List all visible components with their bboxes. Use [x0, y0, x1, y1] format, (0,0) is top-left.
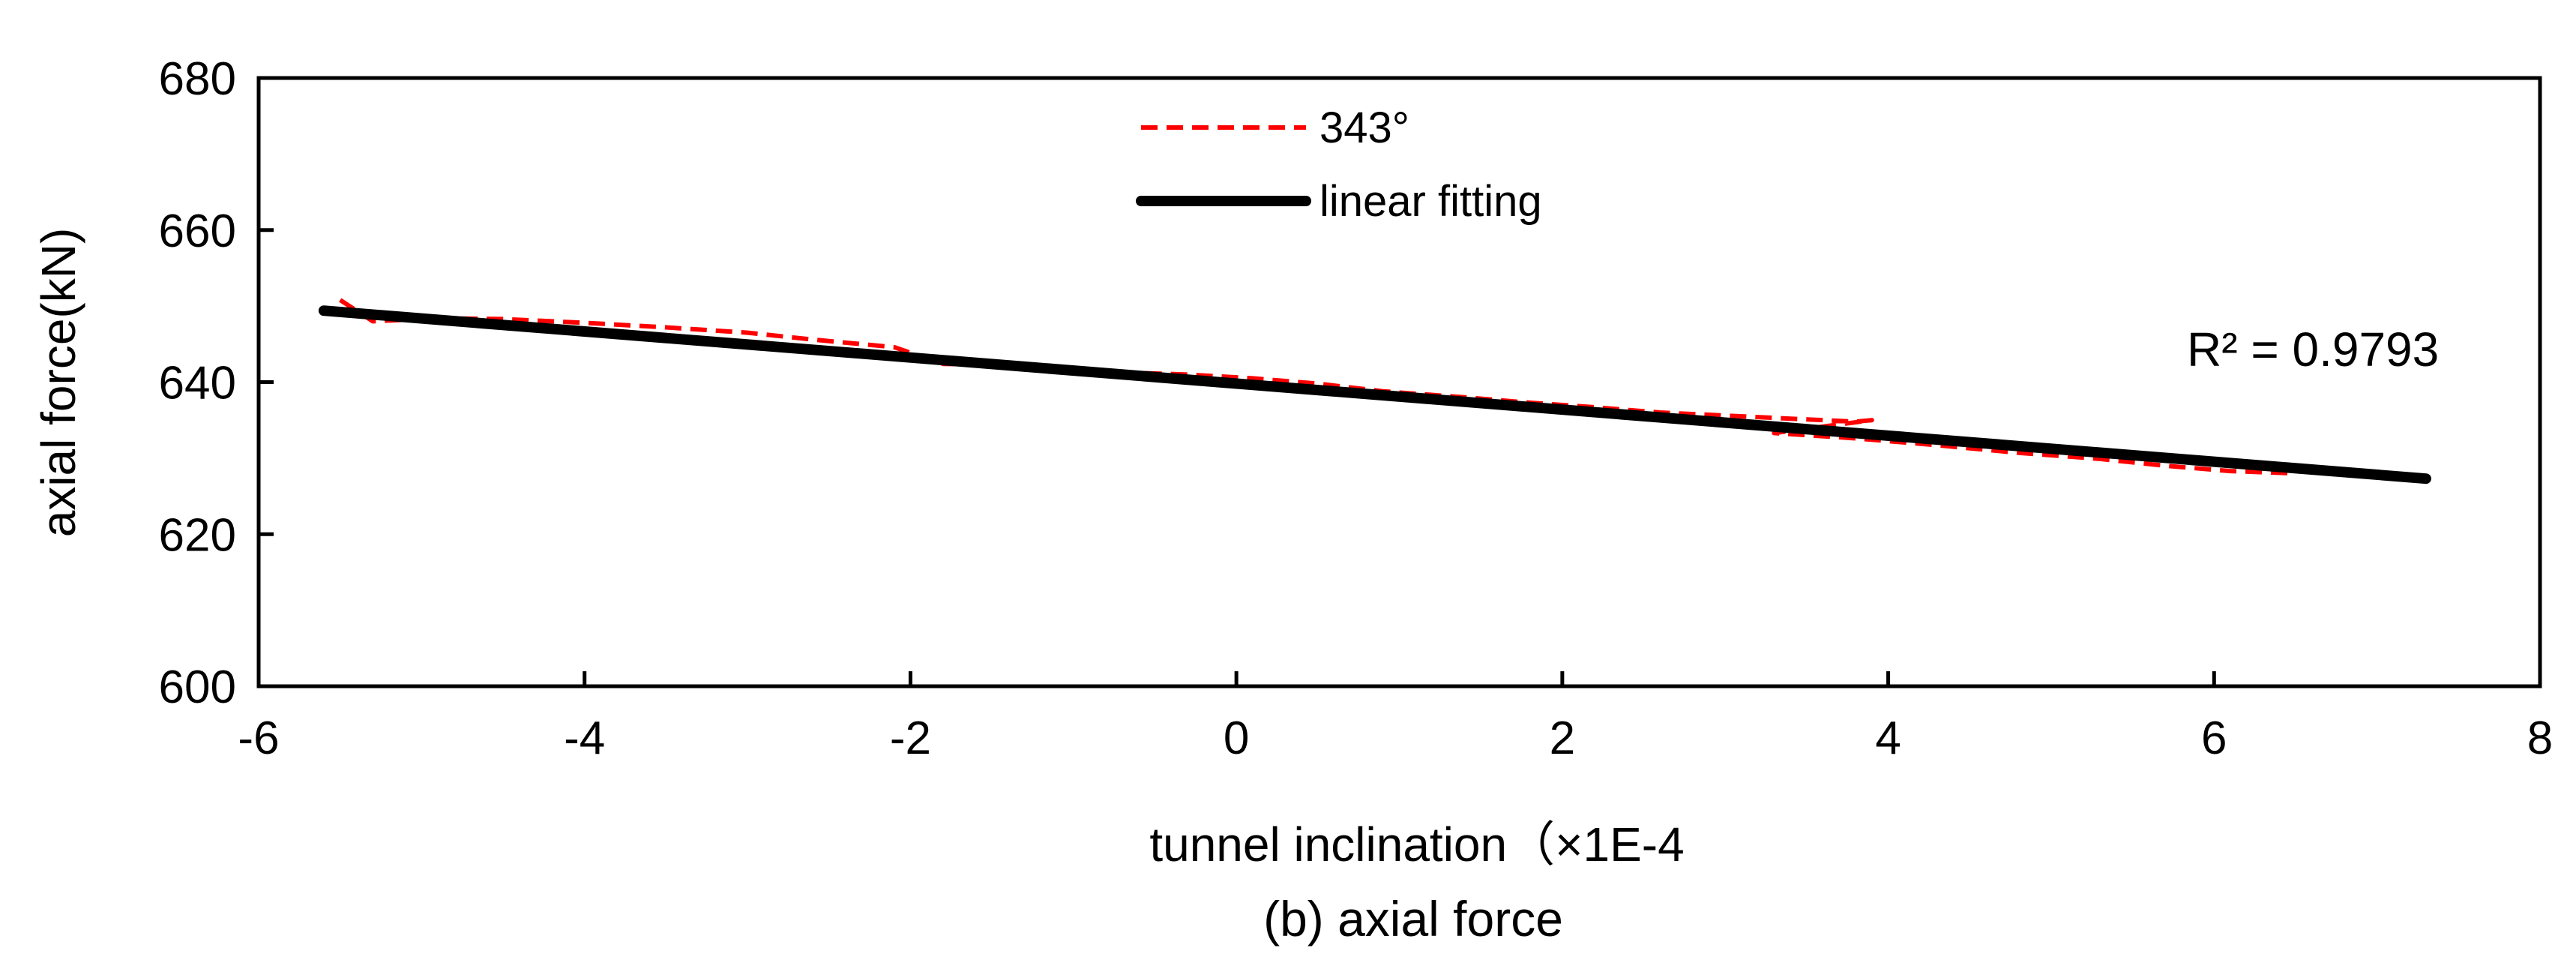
y-axis-label: axial force(kN) [31, 228, 85, 538]
x-tick-label: 4 [1875, 712, 1901, 764]
y-tick-label: 600 [159, 662, 236, 713]
y-tick-label: 620 [159, 509, 236, 561]
x-tick-label: 8 [2527, 712, 2553, 764]
legend-label-linear-fitting: linear fitting [1319, 177, 1542, 226]
x-axis-ticks: -6 -4 -2 0 2 4 6 8 [238, 671, 2553, 764]
legend-label-343: 343° [1319, 104, 1409, 152]
y-tick-label: 680 [159, 53, 236, 105]
x-tick-label: -2 [890, 712, 931, 764]
r-squared-annotation: R² = 0.9793 [2187, 322, 2439, 376]
x-tick-label: 6 [2201, 712, 2227, 764]
x-tick-label: -4 [564, 712, 605, 764]
series-line-linear-fitting [318, 305, 2431, 484]
plot-area [256, 76, 2542, 688]
y-tick-label: 640 [159, 358, 236, 410]
x-tick-label: -6 [238, 712, 279, 764]
x-axis-label: tunnel inclination（×1E-4 [1149, 818, 1684, 872]
figure-caption: (b) axial force [1263, 891, 1563, 946]
x-tick-label: 0 [1224, 712, 1249, 764]
y-axis-ticks: 600 620 640 660 680 [159, 53, 274, 713]
series-group [318, 298, 2431, 484]
y-tick-label: 660 [159, 206, 236, 257]
x-tick-label: 2 [1550, 712, 1575, 764]
legend: 343° linear fitting [1136, 104, 1542, 226]
